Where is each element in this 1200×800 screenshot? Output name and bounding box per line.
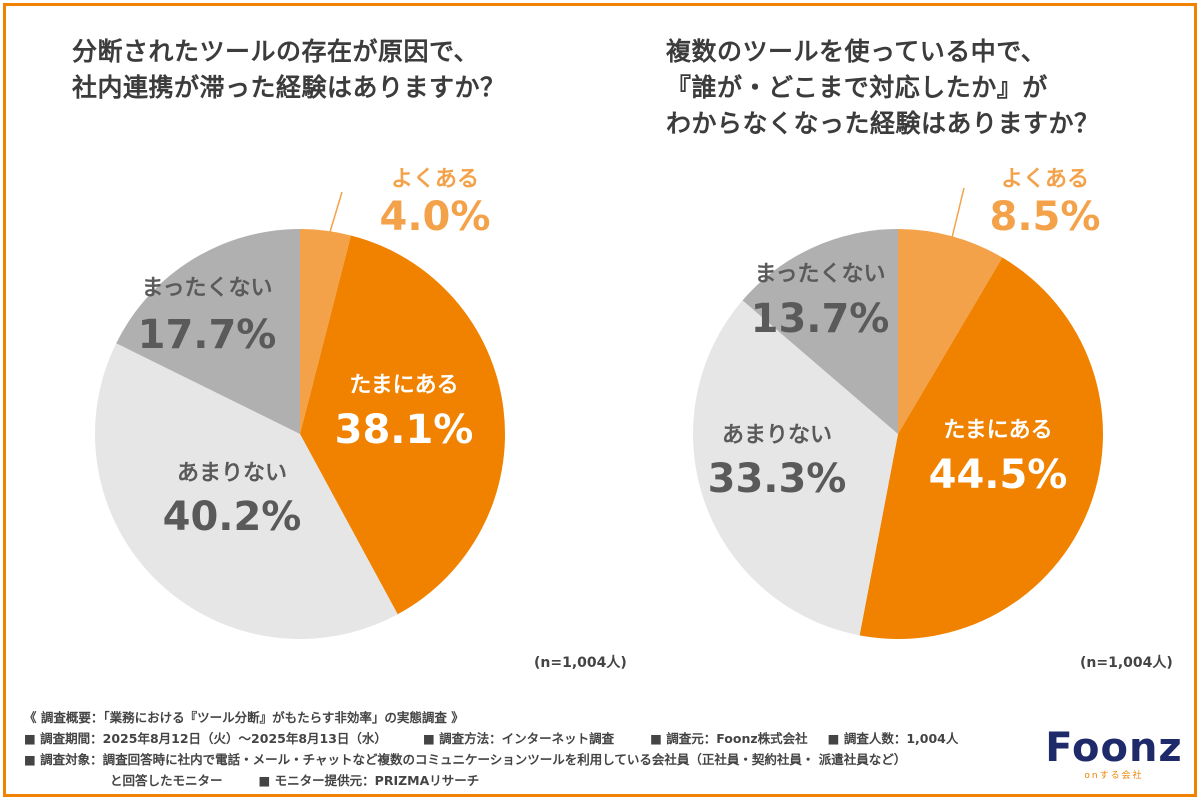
- slice-value: 17.7%: [138, 312, 277, 358]
- survey-target-cont-row: と回答したモニター ■ モニター提供元：PRIZMAリサーチ: [24, 770, 958, 791]
- pie-slice-4: [742, 229, 898, 434]
- pie-slice-2: [300, 235, 506, 615]
- orange-frame: [3, 3, 1197, 797]
- slice-value: 33.3%: [708, 456, 847, 502]
- logo-tagline: onする会社: [1084, 771, 1144, 781]
- survey-target-cont: と回答したモニター: [110, 773, 223, 788]
- chart-title-right: 複数のツールを使っている中で、 『誰が・どこまで対応したか』が わからなくなった…: [666, 34, 1100, 142]
- slice-label: よくある: [1001, 167, 1089, 192]
- pie-slice-3: [94, 343, 398, 640]
- survey-heading: 《 調査概要：「業務における『ツール分断』がもたらす非効率」の実態調査 》: [24, 710, 464, 725]
- chart-title-left: 分断されたツールの存在が原因で、 社内連携が滞った経験はありますか？: [72, 34, 506, 106]
- sample-size-note-left: (n=1,004人): [534, 655, 627, 671]
- survey-method: ■ 調査方法：インターネット調査: [422, 731, 615, 746]
- slice-label: まったくない: [754, 262, 885, 287]
- slice-value: 38.1%: [335, 407, 474, 453]
- slice-value: 4.0%: [380, 194, 491, 240]
- title-right-line-1: 複数のツールを使っている中で、: [666, 37, 1047, 66]
- leader-line: [949, 187, 965, 247]
- survey-period: ■ 調査期間：2025年8月12日（火）〜2025年8月13日（水）: [24, 731, 387, 746]
- pie-slice-2: [859, 257, 1103, 639]
- sample-size-note-right: (n=1,004人): [1080, 655, 1173, 671]
- logo-wordmark: Foonz: [1045, 725, 1183, 771]
- title-left-line-2: 社内連携が滞った経験はありますか？: [72, 73, 506, 102]
- leader-line: [329, 191, 343, 233]
- slice-value: 44.5%: [929, 452, 1068, 498]
- slice-value: 8.5%: [990, 194, 1101, 240]
- title-right-line-3: わからなくなった経験はありますか？: [666, 109, 1100, 138]
- slice-value: 13.7%: [751, 296, 890, 342]
- slice-label: あまりない: [177, 461, 287, 486]
- survey-count: ■ 調査人数：1,004人: [827, 731, 959, 746]
- slice-label: たまにある: [943, 418, 1052, 443]
- title-right-line-2: 『誰が・どこまで対応したか』が: [666, 73, 1048, 102]
- title-left-line-1: 分断されたツールの存在が原因で、: [72, 37, 480, 66]
- slice-label: よくある: [391, 167, 479, 192]
- slice-value: 40.2%: [163, 494, 302, 540]
- pie-slice-1: [300, 229, 351, 434]
- survey-provider: ■ モニター提供元：PRIZMAリサーチ: [258, 773, 480, 788]
- slice-label: まったくない: [141, 276, 272, 301]
- survey-info-row: ■ 調査期間：2025年8月12日（火）〜2025年8月13日（水） ■ 調査方法…: [24, 728, 958, 749]
- slice-label: あまりない: [722, 423, 832, 448]
- pie-slice-1: [898, 229, 1003, 434]
- survey-source: ■ 調査元：Foonz株式会社: [650, 731, 808, 746]
- foonz-logo: Foonz onする会社: [1044, 726, 1184, 782]
- pie-slice-4: [116, 229, 300, 434]
- pie-slice-3: [693, 300, 898, 636]
- survey-target: ■ 調査対象：調査回答時に社内で電話・メール・チャットなど複数のコミュニケーショ…: [24, 752, 907, 767]
- slice-label: たまにある: [349, 373, 458, 398]
- survey-summary: 《 調査概要：「業務における『ツール分断』がもたらす非効率」の実態調査 》 ■ …: [24, 707, 958, 791]
